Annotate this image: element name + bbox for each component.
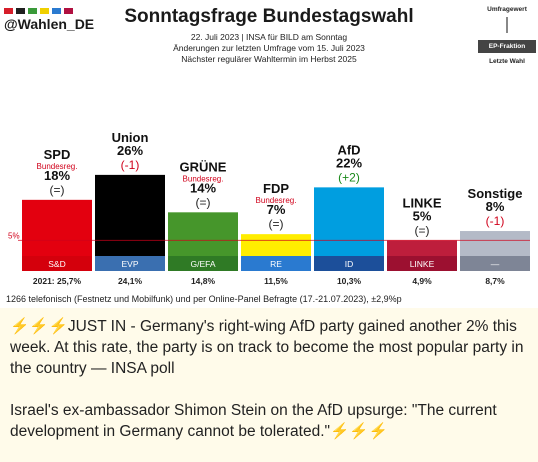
party-name: FDP — [263, 181, 289, 196]
value-label: 5% — [413, 208, 432, 223]
brand-color-strip — [4, 8, 73, 14]
party-name: AfD — [337, 142, 360, 157]
message-paragraph-1: ⚡⚡⚡JUST IN - Germany's right-wing AfD pa… — [10, 316, 530, 379]
party-name: LINKE — [403, 195, 442, 210]
brand-swatch — [4, 8, 13, 14]
change-label: (=) — [196, 195, 211, 209]
chart-subtitle-changes: Änderungen zur letzten Umfrage vom 15. J… — [173, 43, 365, 53]
change-label: (-1) — [121, 158, 140, 172]
value-label: 18% — [44, 168, 70, 183]
last-election-label: 24,1% — [118, 276, 143, 286]
bar-spd — [22, 199, 92, 256]
party-name: SPD — [44, 147, 71, 162]
chart-title: Sonntagsfrage Bundestagswahl — [124, 6, 414, 27]
last-election-label: 2021: 25,7% — [33, 276, 82, 286]
government-note: Bundesreg. — [183, 174, 224, 183]
ep-group-box — [22, 256, 92, 271]
government-note: Bundesreg. — [256, 196, 297, 205]
last-election-label: 14,8% — [191, 276, 216, 286]
brand-swatch — [40, 8, 49, 14]
threshold-label: 5% — [8, 231, 20, 240]
party-name: Union — [112, 130, 149, 145]
chart-subtitle-next-election: Nächster regulärer Wahltermin im Herbst … — [181, 54, 357, 64]
ep-group-label: ID — [345, 259, 354, 269]
message-text: ⚡⚡⚡JUST IN - Germany's right-wing AfD pa… — [10, 316, 530, 442]
value-label: 22% — [336, 155, 362, 170]
brand-swatch — [16, 8, 25, 14]
ep-group-label: — — [491, 259, 500, 269]
legend-last-election: Letzte Wahl — [489, 58, 525, 65]
account-handle: @Wahlen_DE — [4, 16, 95, 32]
ep-group-box — [314, 256, 384, 271]
bar-linke — [387, 240, 457, 256]
ep-group-label: RE — [270, 259, 282, 269]
value-label: 7% — [267, 202, 286, 217]
last-election-label: 8,7% — [485, 276, 505, 286]
bar-union — [95, 174, 165, 256]
last-election-label: 11,5% — [264, 276, 288, 286]
ep-group-box — [241, 256, 311, 271]
last-election-label: 10,3% — [337, 276, 362, 286]
value-label: 26% — [117, 143, 143, 158]
change-label: (=) — [269, 217, 284, 231]
bar-sonstige — [460, 231, 530, 256]
message-paragraph-2: Israel's ex-ambassador Shimon Stein on t… — [10, 400, 530, 442]
brand-swatch — [52, 8, 61, 14]
legend-poll-value: Umfragewert — [487, 6, 527, 13]
message-paragraph-2-text: Israel's ex-ambassador Shimon Stein on t… — [10, 402, 497, 440]
legend-connector — [506, 17, 508, 33]
ep-group-label: S&D — [48, 259, 65, 269]
chart-subtitle-date: 22. Juli 2023 | INSA für BILD am Sonntag — [190, 32, 348, 42]
ep-group-box — [95, 256, 165, 271]
change-label: (+2) — [338, 170, 360, 184]
paragraph-spacer — [10, 379, 530, 400]
ep-group-box — [387, 256, 457, 271]
value-label: 14% — [190, 180, 216, 195]
party-name: Sonstige — [468, 186, 523, 201]
ep-group-box — [168, 256, 238, 271]
lightning-icon: ⚡⚡⚡ — [330, 423, 388, 440]
bar-grüne — [168, 212, 238, 256]
change-label: (-1) — [486, 214, 505, 228]
ep-group-label: G/EFA — [190, 259, 215, 269]
brand-swatch — [64, 8, 73, 14]
bar-fdp — [241, 234, 311, 256]
party-name: GRÜNE — [180, 159, 227, 174]
ep-group-label: EVP — [121, 259, 138, 269]
poll-card: @Wahlen_DE Sonntagsfrage Bundestagswahl … — [0, 0, 538, 308]
last-election-label: 4,9% — [412, 276, 432, 286]
bar-afd — [314, 187, 384, 256]
lightning-icon: ⚡⚡⚡ — [10, 318, 68, 335]
ep-group-label: LINKE — [410, 259, 435, 269]
change-label: (=) — [50, 183, 65, 197]
legend-ep-group: EP-Fraktion — [478, 40, 536, 53]
chart-footnote: 1266 telefonisch (Festnetz und Mobilfunk… — [6, 294, 402, 304]
ep-group-box — [460, 256, 530, 271]
government-note: Bundesreg. — [37, 162, 78, 171]
brand-swatch — [28, 8, 37, 14]
value-label: 8% — [486, 199, 505, 214]
message-paragraph-1-text: JUST IN - Germany's right-wing AfD party… — [10, 318, 524, 377]
change-label: (=) — [415, 223, 430, 237]
